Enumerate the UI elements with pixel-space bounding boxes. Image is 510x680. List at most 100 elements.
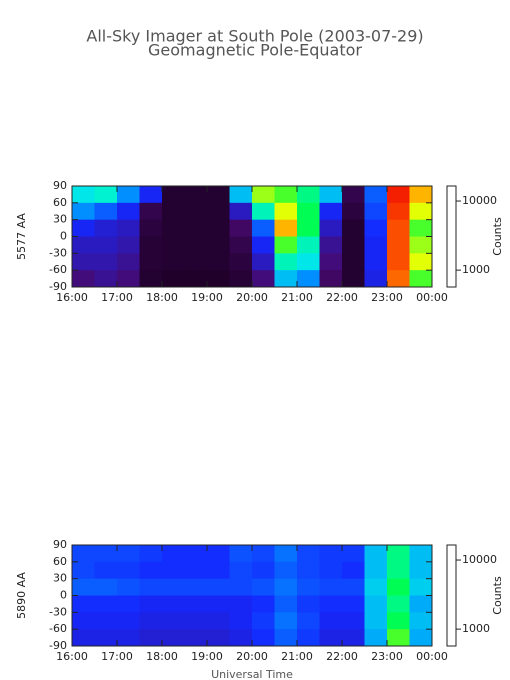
heat-cell [409,253,433,271]
heat-cell [409,612,433,630]
heat-cell [162,186,185,204]
heat-cell [207,186,230,204]
heat-cell [94,612,118,630]
heat-cell [274,236,298,254]
heat-cell [207,612,230,630]
heat-cell [342,236,365,254]
heat-cell [409,545,433,563]
heat-cell [72,545,95,563]
heat-cell [184,595,208,613]
x-tick-label: 19:00 [191,291,223,304]
heat-cell [94,545,118,563]
heat-cell [139,270,163,288]
x-tick-label: 21:00 [281,291,313,304]
x-tick-label: 17:00 [101,291,133,304]
heat-cell [409,202,433,221]
heat-cell [117,219,140,237]
y-tick-label: 60 [53,196,67,209]
colorbar [446,544,457,647]
heat-cell [229,595,253,613]
heat-cell [117,545,140,563]
heat-cell [364,612,388,630]
heat-cell [364,595,388,613]
heat-cell [364,578,388,596]
heat-cell [252,270,275,288]
heat-cell [229,253,253,271]
heat-cell [387,270,410,288]
x-tick-label: 16:00 [56,291,88,304]
heat-cell [139,629,163,647]
heat-cell [184,561,208,580]
heat-cell [117,595,140,613]
heat-cell [117,612,140,630]
heat-cell [297,629,320,647]
heat-cell [274,561,298,580]
heat-cell [139,578,163,596]
heat-cell [229,629,253,647]
heat-cell [207,545,230,563]
heat-cell [319,219,343,237]
heat-cell [364,545,388,563]
heat-cell [319,202,343,221]
colorbar-label: Counts [491,576,504,615]
y-axis-label: 5890 AA [15,572,28,619]
heat-cell [409,561,433,580]
y-tick-label: -90 [49,280,67,293]
y-tick-label: 90 [53,538,67,551]
heat-cell [364,561,388,580]
heat-cell [297,578,320,596]
heat-cell [297,595,320,613]
x-tick-label: 21:00 [281,650,313,663]
heat-cell [72,629,95,647]
heat-cell [139,561,163,580]
heat-cell [207,561,230,580]
heat-cell [207,202,230,221]
heat-cell [162,612,185,630]
heat-cell [274,202,298,221]
heat-cell [207,236,230,254]
heat-cell [252,253,275,271]
heat-cell [252,202,275,221]
heat-cell [72,612,95,630]
heat-cell [319,236,343,254]
x-tick-label: 20:00 [236,650,268,663]
heat-cell [184,578,208,596]
heat-cell [297,236,320,254]
x-tick-label: 00:00 [416,291,448,304]
heat-cell [387,236,410,254]
heat-cell [252,612,275,630]
x-tick-label: 18:00 [146,291,178,304]
x-axis-label: Universal Time [211,668,293,680]
heat-cell [274,578,298,596]
y-tick-label: 60 [53,555,67,568]
heat-cell [117,270,140,288]
heat-cell [94,629,118,647]
heat-cell [297,545,320,563]
heat-cell [229,612,253,630]
colorbar [446,185,457,288]
heat-cell [72,595,95,613]
heat-cell [319,186,343,204]
heat-cell [162,595,185,613]
heat-cell [409,270,433,288]
heat-cell [229,236,253,254]
colorbar-label: Counts [491,217,504,256]
x-tick-label: 19:00 [191,650,223,663]
heat-cell [72,186,95,204]
x-tick-label: 23:00 [371,650,403,663]
heat-cell [184,236,208,254]
y-tick-label: 30 [53,572,67,585]
heat-cell [342,219,365,237]
heat-cell [139,236,163,254]
heat-cell [117,236,140,254]
heat-cell [94,253,118,271]
heat-cell [72,202,95,221]
heat-cell [252,545,275,563]
heat-cell [72,219,95,237]
heat-cell [94,202,118,221]
heat-cell [342,186,365,204]
heat-cell [252,561,275,580]
heat-cell [117,561,140,580]
heat-cell [274,629,298,647]
heat-cell [162,236,185,254]
